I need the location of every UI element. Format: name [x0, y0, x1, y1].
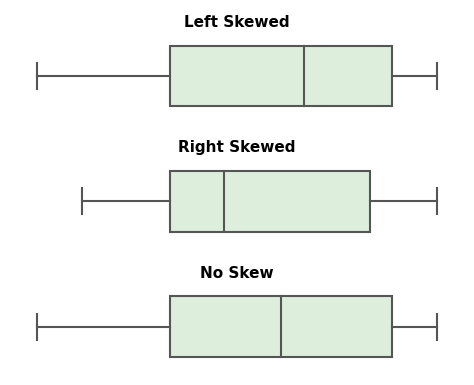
Title: Left Skewed: Left Skewed [184, 15, 290, 30]
FancyBboxPatch shape [170, 171, 370, 232]
Title: Right Skewed: Right Skewed [178, 140, 296, 155]
FancyBboxPatch shape [170, 296, 392, 357]
FancyBboxPatch shape [170, 45, 392, 106]
Title: No Skew: No Skew [200, 266, 274, 281]
